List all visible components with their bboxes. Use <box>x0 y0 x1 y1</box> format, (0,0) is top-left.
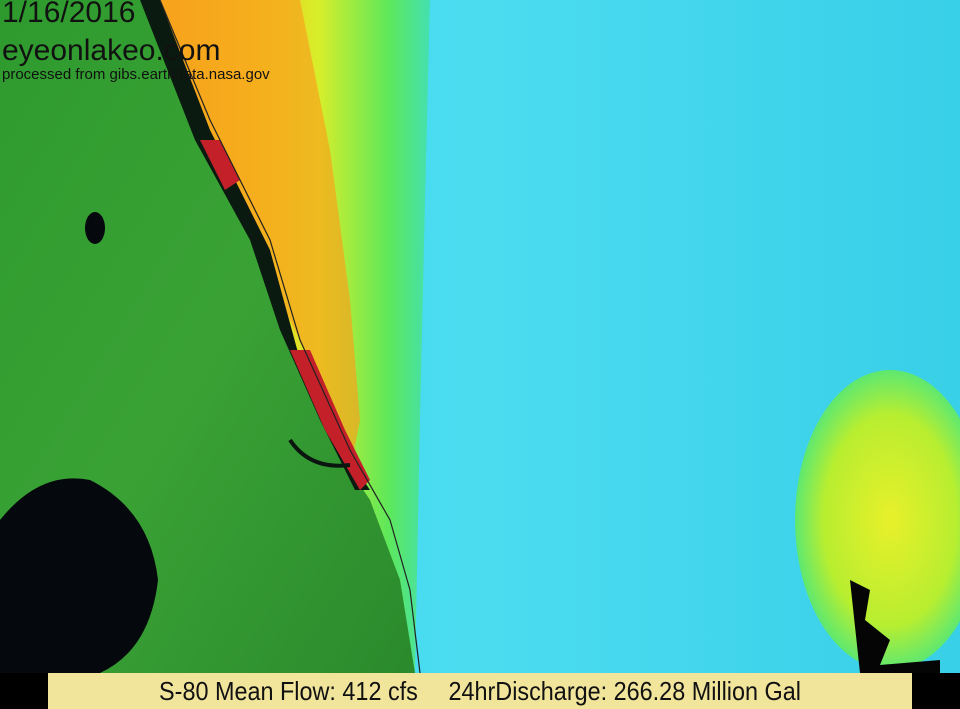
flow-footer: S-80 Mean Flow: 412 cfs 24hrDischarge: 2… <box>48 673 912 709</box>
lagoon-algae-north <box>200 140 240 190</box>
indian-river-lagoon <box>140 0 370 490</box>
source-credit: processed from gibs.earthdata.nasa.gov <box>2 66 270 83</box>
st-lucie-river <box>288 438 351 468</box>
mean-flow-text: S-80 Mean Flow: 412 cfs <box>159 675 418 706</box>
lagoon-algae <box>290 350 370 490</box>
date-label: 1/16/2016 <box>2 0 136 29</box>
lake-okeechobee <box>0 478 158 673</box>
site-label: eyeonlakeo.com <box>2 34 221 67</box>
small-lake <box>85 212 105 244</box>
discharge-text: 24hrDischarge: 266.28 Million Gal <box>448 675 801 706</box>
satellite-map <box>0 0 960 673</box>
offshore-plume <box>795 370 960 670</box>
cloud-mask <box>850 580 940 673</box>
coastline <box>159 0 421 673</box>
